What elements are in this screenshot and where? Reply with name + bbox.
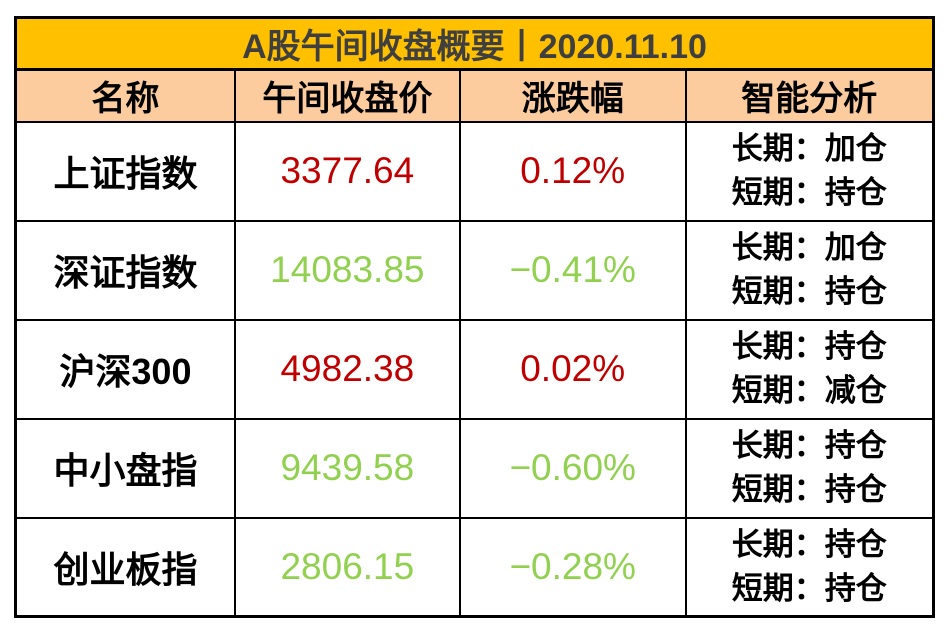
column-header-change: 涨跌幅 [458,68,687,123]
index-name: 沪深300 [14,318,236,420]
long-term-advice: 长期：持仓 [731,329,887,364]
column-header-close: 午间收盘价 [233,68,461,123]
analysis-cell: 长期：加仓 短期：持仓 [684,120,935,222]
index-name: 深证指数 [14,219,236,321]
index-row: 上证指数 3377.64 0.12% 长期：加仓 短期：持仓 [14,120,935,222]
long-term-advice: 长期：持仓 [731,526,887,562]
short-term-advice: 短期：持仓 [731,472,887,507]
market-summary-table: A股午间收盘概要丨2020.11.10 名称 午间收盘价 涨跌幅 智能分析 上证… [14,16,935,618]
short-term-advice: 短期：持仓 [731,570,887,606]
change-percent: −0.41% [458,219,687,321]
long-term-advice: 长期：持仓 [731,428,887,463]
table-title: A股午间收盘概要丨2020.11.10 [14,16,935,71]
index-row: 创业板指 2806.15 −0.28% 长期：持仓 短期：持仓 [14,516,935,618]
close-price: 3377.64 [233,120,461,222]
index-name: 创业板指 [14,516,236,618]
header-row: 名称 午间收盘价 涨跌幅 智能分析 [14,68,935,123]
close-price: 14083.85 [233,219,461,321]
change-percent: −0.28% [458,516,687,618]
analysis-cell: 长期：加仓 短期：持仓 [684,219,935,321]
close-price: 2806.15 [233,516,461,618]
change-percent: 0.02% [458,318,687,420]
short-term-advice: 短期：持仓 [731,274,887,309]
column-header-name: 名称 [14,68,236,123]
long-term-advice: 长期：加仓 [731,230,887,265]
close-price: 4982.38 [233,318,461,420]
index-row: 深证指数 14083.85 −0.41% 长期：加仓 短期：持仓 [14,219,935,321]
analysis-cell: 长期：持仓 短期：持仓 [684,516,935,618]
index-row: 中小盘指 9439.58 −0.60% 长期：持仓 短期：持仓 [14,417,935,519]
index-name: 上证指数 [14,120,236,222]
close-price: 9439.58 [233,417,461,519]
short-term-advice: 短期：持仓 [731,175,887,210]
title-row: A股午间收盘概要丨2020.11.10 [14,16,935,71]
column-header-analysis: 智能分析 [684,68,935,123]
analysis-cell: 长期：持仓 短期：持仓 [684,417,935,519]
change-percent: 0.12% [458,120,687,222]
short-term-advice: 短期：减仓 [731,373,887,408]
index-row: 沪深300 4982.38 0.02% 长期：持仓 短期：减仓 [14,318,935,420]
long-term-advice: 长期：加仓 [731,131,887,166]
index-name: 中小盘指 [14,417,236,519]
analysis-cell: 长期：持仓 短期：减仓 [684,318,935,420]
change-percent: −0.60% [458,417,687,519]
